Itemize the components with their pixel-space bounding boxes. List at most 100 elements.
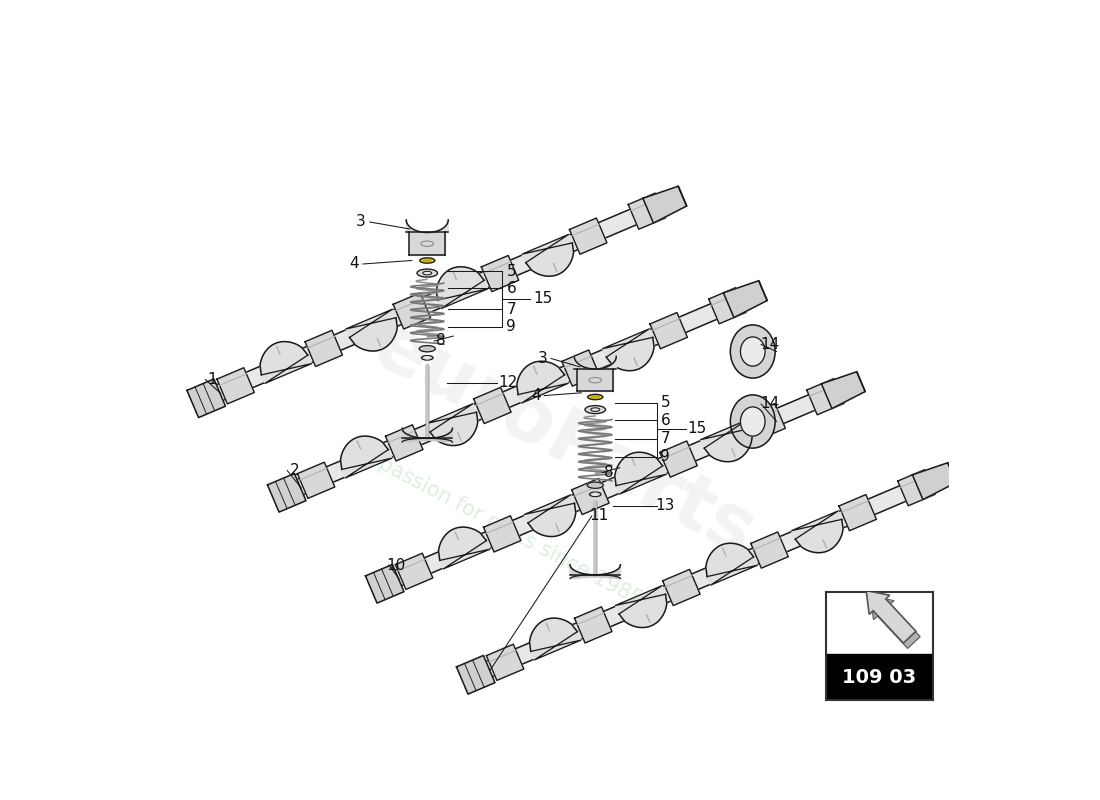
Polygon shape	[615, 586, 667, 627]
Polygon shape	[628, 193, 666, 230]
Polygon shape	[484, 516, 521, 552]
Text: 15: 15	[688, 421, 706, 436]
Text: 7: 7	[660, 431, 670, 446]
Polygon shape	[297, 462, 334, 498]
Ellipse shape	[424, 259, 431, 262]
Ellipse shape	[422, 271, 431, 275]
Text: 8: 8	[437, 334, 447, 349]
Text: 5: 5	[660, 395, 670, 410]
Polygon shape	[615, 452, 667, 494]
Text: 7: 7	[506, 302, 516, 317]
Ellipse shape	[585, 406, 605, 414]
Text: 14: 14	[760, 397, 780, 411]
Polygon shape	[482, 255, 519, 292]
Polygon shape	[439, 527, 490, 569]
Polygon shape	[189, 188, 685, 412]
Ellipse shape	[420, 258, 434, 263]
Ellipse shape	[591, 395, 600, 398]
Polygon shape	[522, 234, 573, 276]
Ellipse shape	[593, 494, 598, 495]
Polygon shape	[562, 350, 600, 386]
Polygon shape	[806, 378, 844, 414]
Polygon shape	[642, 186, 686, 223]
Polygon shape	[345, 310, 397, 351]
Polygon shape	[751, 532, 789, 568]
Ellipse shape	[591, 408, 600, 411]
Text: 1: 1	[208, 372, 217, 387]
Polygon shape	[724, 281, 767, 318]
Text: 8: 8	[604, 465, 614, 480]
Text: 12: 12	[498, 375, 517, 390]
Polygon shape	[368, 374, 865, 598]
Text: 4: 4	[531, 388, 540, 403]
Text: 5: 5	[506, 263, 516, 278]
Polygon shape	[267, 474, 306, 512]
Polygon shape	[570, 565, 620, 574]
Text: 2: 2	[289, 463, 299, 478]
Text: 15: 15	[534, 291, 552, 306]
Polygon shape	[459, 465, 955, 688]
Polygon shape	[706, 543, 757, 585]
Polygon shape	[187, 379, 225, 418]
Polygon shape	[570, 574, 620, 578]
Polygon shape	[662, 570, 700, 606]
Text: 3: 3	[538, 351, 548, 366]
Polygon shape	[572, 478, 609, 514]
Polygon shape	[822, 372, 866, 409]
Ellipse shape	[417, 269, 438, 277]
Polygon shape	[406, 220, 449, 233]
Polygon shape	[650, 313, 688, 349]
Text: a passion for parts since 1985: a passion for parts since 1985	[359, 445, 646, 610]
Text: 9: 9	[506, 319, 516, 334]
Polygon shape	[792, 511, 843, 553]
Ellipse shape	[730, 325, 776, 378]
Ellipse shape	[419, 346, 436, 352]
Polygon shape	[517, 362, 569, 403]
Polygon shape	[474, 387, 512, 423]
Polygon shape	[385, 425, 424, 461]
Polygon shape	[365, 565, 404, 603]
Polygon shape	[437, 266, 487, 309]
Text: 9: 9	[660, 449, 670, 464]
Polygon shape	[260, 342, 311, 383]
Text: 6: 6	[660, 413, 670, 427]
Polygon shape	[574, 607, 612, 643]
Polygon shape	[427, 404, 477, 446]
Polygon shape	[660, 441, 697, 477]
Ellipse shape	[587, 394, 603, 400]
Text: euroParts: euroParts	[361, 310, 767, 573]
Polygon shape	[305, 330, 342, 366]
Polygon shape	[217, 368, 254, 404]
Polygon shape	[402, 438, 452, 442]
Polygon shape	[574, 356, 616, 369]
Polygon shape	[570, 218, 607, 254]
Text: 6: 6	[506, 281, 516, 296]
Polygon shape	[529, 618, 581, 660]
Ellipse shape	[587, 482, 603, 488]
Text: 4: 4	[349, 257, 359, 271]
Polygon shape	[395, 554, 432, 590]
Polygon shape	[603, 329, 654, 370]
Ellipse shape	[421, 355, 433, 360]
Polygon shape	[839, 494, 877, 530]
Polygon shape	[708, 288, 746, 324]
Polygon shape	[578, 369, 613, 391]
Polygon shape	[393, 293, 430, 329]
Polygon shape	[270, 283, 767, 506]
Polygon shape	[402, 428, 452, 438]
Polygon shape	[341, 436, 392, 478]
Ellipse shape	[425, 357, 430, 359]
Ellipse shape	[730, 395, 776, 448]
Text: 11: 11	[590, 509, 608, 523]
Polygon shape	[456, 655, 495, 694]
Polygon shape	[898, 470, 935, 506]
Text: 13: 13	[656, 498, 675, 513]
Polygon shape	[701, 420, 752, 462]
Polygon shape	[525, 494, 575, 537]
Text: 3: 3	[356, 214, 365, 230]
Text: 14: 14	[760, 337, 780, 352]
Polygon shape	[409, 233, 446, 255]
Polygon shape	[748, 403, 785, 440]
Ellipse shape	[740, 337, 766, 366]
Text: 10: 10	[386, 558, 406, 573]
